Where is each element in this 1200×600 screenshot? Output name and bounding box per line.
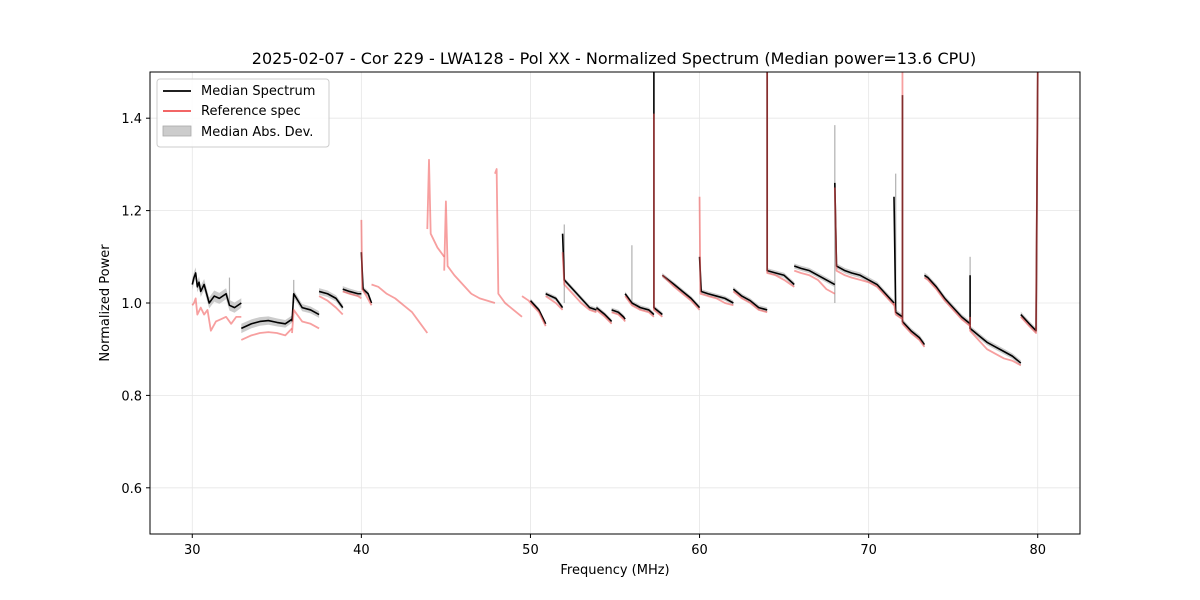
- mad-band-segment: [292, 290, 320, 326]
- series-lines: [191, 71, 1039, 367]
- median-spectrum-line: [595, 307, 613, 323]
- mad-band-segment: [699, 254, 734, 306]
- x-tick-label: 30: [184, 543, 201, 558]
- y-tick-label: 1.4: [121, 112, 142, 127]
- reference-spec-line: [661, 274, 701, 311]
- x-tick-label: 40: [353, 543, 370, 558]
- legend-swatch-mad: [162, 125, 192, 137]
- y-tick-label: 0.6: [121, 482, 142, 497]
- mad-band-segment: [834, 180, 894, 306]
- y-tick-label: 1.2: [121, 205, 142, 220]
- median-spectrum-line: [1020, 71, 1039, 332]
- reference-spec-line: [443, 200, 472, 295]
- median-spectrum-line: [766, 72, 795, 286]
- median-spectrum-line: [893, 196, 903, 318]
- median-spectrum-line: [529, 300, 547, 325]
- x-tick-label: 80: [1029, 543, 1046, 558]
- chart-title: 2025-02-07 - Cor 229 - LWA128 - Pol XX -…: [252, 49, 976, 68]
- y-axis-ticks: 0.6 0.8 1.0 1.2 1.4: [121, 112, 150, 497]
- reference-spec-line: [342, 290, 362, 300]
- reference-spec-line: [698, 196, 734, 307]
- reference-spec-line: [766, 72, 795, 288]
- median-spectrum-line: [834, 182, 895, 304]
- reference-spec-line: [470, 292, 496, 304]
- x-tick-label: 70: [860, 543, 877, 558]
- reference-spec-line: [624, 295, 655, 318]
- reference-spec-line: [793, 269, 836, 295]
- y-axis-label: Normalized Power: [98, 244, 113, 362]
- legend-box: [156, 78, 330, 148]
- median-spectrum-line: [923, 274, 971, 325]
- reference-spec-line: [1020, 71, 1039, 334]
- reference-spec-line: [545, 295, 564, 311]
- reference-spec-line: [611, 311, 626, 323]
- median-spectrum-line: [793, 265, 836, 286]
- mad-band-segment: [794, 263, 835, 288]
- reference-spec-line: [426, 158, 445, 258]
- reference-spec-line: [360, 219, 373, 306]
- reference-spec-line: [191, 297, 242, 332]
- median-spectrum-line: [661, 274, 701, 309]
- mad-band-segment: [970, 272, 1021, 366]
- reference-spec-line: [595, 309, 613, 325]
- median-spectrum-line: [611, 309, 626, 320]
- median-spectrum-line: [318, 290, 344, 309]
- mad-band-segment: [733, 286, 768, 313]
- x-axis-label: Frequency (MHz): [560, 563, 669, 578]
- reference-spec-line: [969, 316, 1022, 367]
- mad-band-segment: [192, 267, 242, 313]
- legend-label-median: Median Spectrum: [201, 84, 315, 99]
- mad-band-segment: [241, 315, 293, 334]
- reference-spec-line: [652, 113, 663, 318]
- reference-spec-line: [529, 302, 547, 327]
- median-spectrum-line: [969, 275, 1022, 364]
- reference-spec-line: [240, 327, 293, 341]
- y-tick-label: 1.0: [121, 297, 142, 312]
- x-axis-ticks: 30 40 50 60 70 80: [184, 534, 1046, 558]
- reference-spec-line: [732, 290, 768, 314]
- mad-band-segment: [319, 288, 343, 311]
- median-spectrum-line: [698, 256, 734, 304]
- median-spectrum-line: [624, 293, 655, 316]
- median-spectrum-line: [240, 318, 293, 330]
- legend-label-mad: Median Abs. Dev.: [201, 125, 313, 140]
- median-spectrum-line: [342, 288, 362, 295]
- mad-band-segment: [625, 291, 654, 317]
- reference-spec-line: [521, 295, 532, 304]
- reference-spec-line: [561, 252, 597, 314]
- reference-spec-line: [494, 168, 523, 318]
- median-spectrum-line: [291, 292, 320, 322]
- legend: Median Spectrum Reference spec Median Ab…: [156, 78, 330, 148]
- reference-spec-line: [923, 276, 971, 327]
- y-tick-label: 0.8: [121, 389, 142, 404]
- median-spectrum-line: [901, 95, 926, 346]
- x-tick-label: 60: [691, 543, 708, 558]
- x-tick-label: 50: [522, 543, 539, 558]
- reference-spec-line: [833, 187, 895, 306]
- reference-spec-line: [901, 72, 926, 348]
- median-spectrum-line: [191, 272, 242, 309]
- reference-spec-line: [318, 295, 344, 316]
- reference-spec-line: [371, 283, 429, 334]
- mad-band-segment: [902, 92, 925, 348]
- median-spectrum-line: [545, 293, 564, 309]
- median-spectrum-line: [732, 288, 768, 311]
- median-spectrum-line: [653, 72, 663, 316]
- reference-spec-line: [893, 302, 903, 320]
- reference-spec-line: [291, 309, 320, 334]
- legend-label-reference: Reference spec: [201, 104, 301, 119]
